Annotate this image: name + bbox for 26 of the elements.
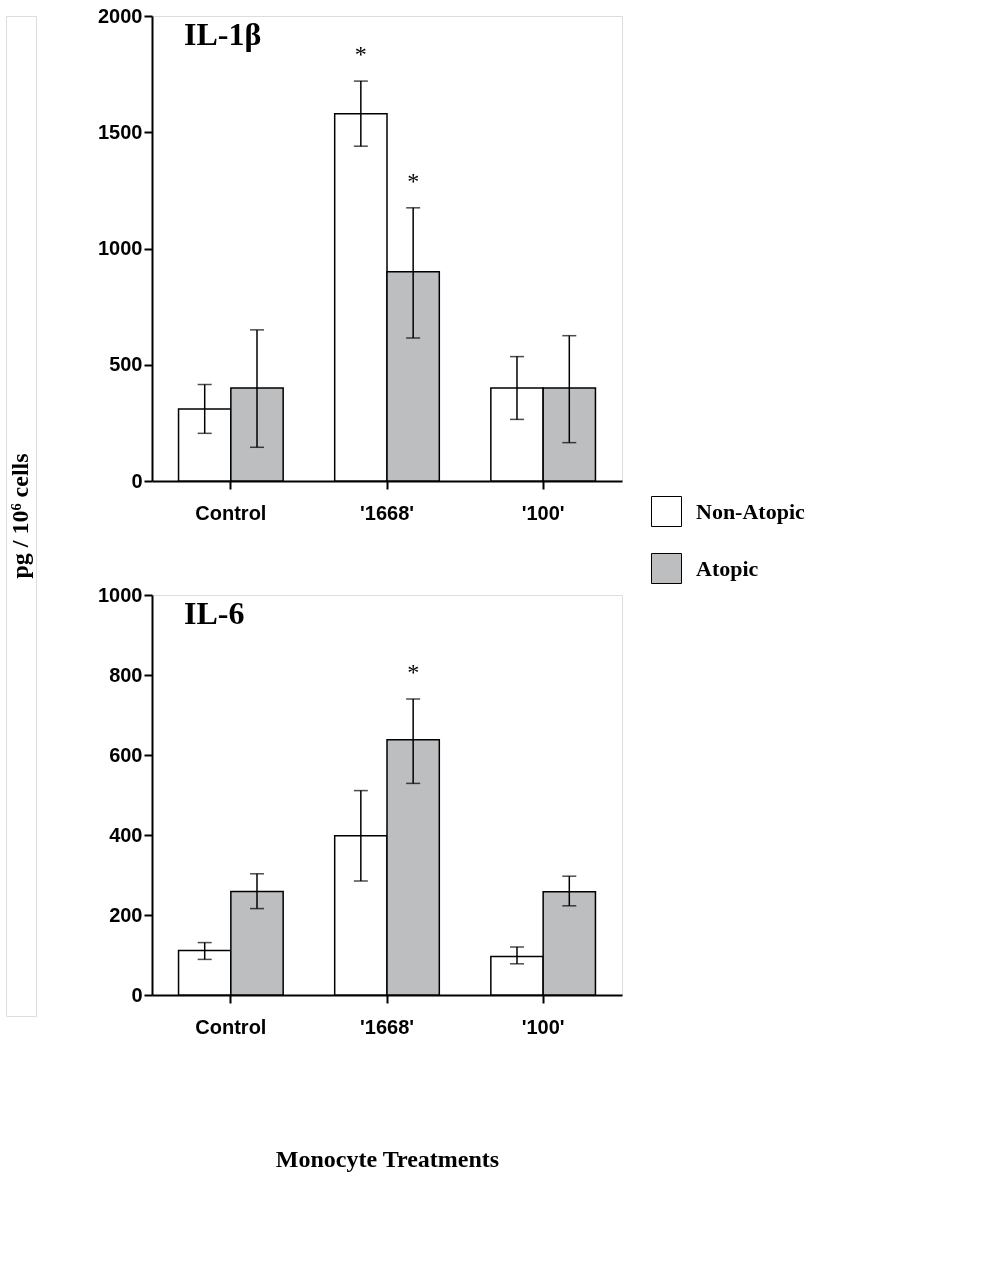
y-tick-label: 500: [109, 353, 143, 376]
y-tick-label: 800: [109, 663, 143, 686]
chart-title: IL-1β: [184, 16, 262, 52]
y-tick-label: 2000: [98, 4, 143, 27]
y-tick-label: 400: [109, 823, 143, 846]
annotation: *: [407, 659, 420, 685]
x-tick-label: '1668': [359, 1015, 415, 1038]
y-tick-label: 0: [131, 983, 143, 1006]
y-tick-label: 1000: [98, 583, 143, 606]
x-tick-label: '100': [521, 1015, 565, 1038]
y-tick-label: 1500: [98, 120, 143, 143]
legend-label: Non-Atopic: [696, 498, 806, 524]
annotation: *: [407, 167, 420, 194]
chart-title: IL-6: [184, 595, 245, 631]
y-axis-title: pg / 10⁶ cells: [7, 453, 33, 579]
x-tick-label: '100': [521, 501, 565, 524]
y-tick-label: 0: [131, 469, 143, 492]
x-tick-label: Control: [195, 1015, 267, 1038]
x-tick-label: Control: [195, 501, 267, 524]
x-axis-title: Monocyte Treatments: [275, 1145, 500, 1172]
legend-label: Atopic: [696, 555, 759, 581]
y-tick-label: 200: [109, 903, 143, 926]
y-tick-label: 1000: [98, 237, 143, 259]
y-tick-label: 600: [109, 743, 143, 766]
x-tick-label: '1668': [359, 501, 415, 524]
annotation: *: [354, 41, 367, 68]
